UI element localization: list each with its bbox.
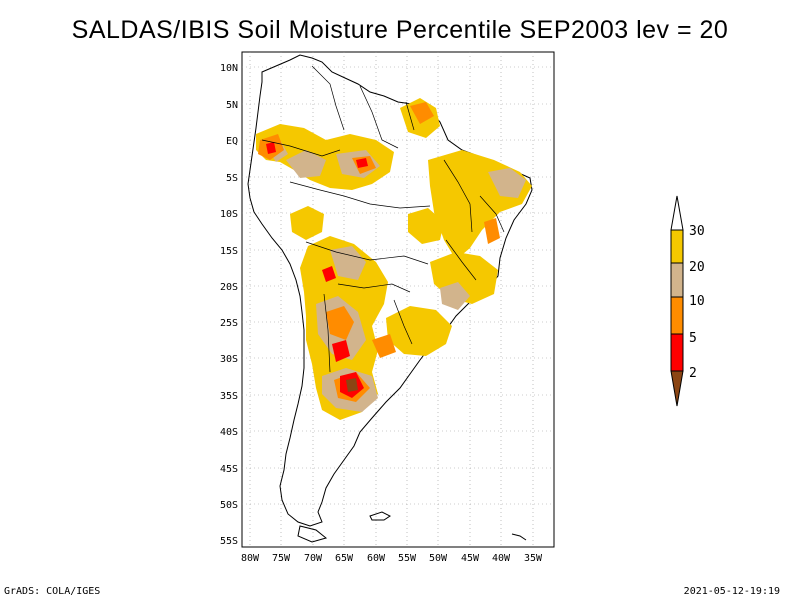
lat-label: 25S xyxy=(220,318,238,329)
moisture-patch-20-30 xyxy=(408,208,444,244)
legend-label: 5 xyxy=(689,331,697,346)
legend-colorbar xyxy=(670,195,684,407)
legend-swatch-below-2 xyxy=(670,370,684,407)
legend-labels: 30 20 10 5 2 xyxy=(689,224,705,381)
moisture-patch-10-20 xyxy=(286,150,326,178)
latitude-axis-labels: 10N 5N EQ 5S 10S 15S 20S 25S 30S 35S 40S… xyxy=(220,63,238,547)
legend-swatch-above-30 xyxy=(670,195,684,231)
lat-label: 5S xyxy=(226,173,238,184)
lon-label: 40W xyxy=(492,553,511,564)
moisture-patch-10-20 xyxy=(440,282,470,310)
falklands-island xyxy=(369,511,391,521)
lat-label: 30S xyxy=(220,354,238,365)
moisture-patch-below-2 xyxy=(346,378,358,392)
moisture-patch-10-20 xyxy=(330,246,366,280)
tierra-del-fuego xyxy=(297,525,328,543)
lon-label: 60W xyxy=(367,553,386,564)
footer-timestamp: 2021-05-12-19:19 xyxy=(683,586,780,597)
moisture-patch-5-10 xyxy=(326,306,354,340)
lat-label: 35S xyxy=(220,391,238,402)
lon-label: 35W xyxy=(524,553,543,564)
moisture-patch-2-5 xyxy=(332,340,350,362)
moisture-patch-5-10 xyxy=(484,218,500,244)
legend-swatch-2-5 xyxy=(670,333,684,372)
legend-label: 30 xyxy=(689,224,705,239)
lon-label: 80W xyxy=(241,553,260,564)
legend-swatch-10-20 xyxy=(670,262,684,298)
moisture-patch-5-10 xyxy=(372,334,396,358)
legend-swatch-5-10 xyxy=(670,296,684,335)
country-borders xyxy=(261,65,505,373)
lat-label: 5N xyxy=(226,100,238,111)
lat-label: 10S xyxy=(220,209,238,220)
legend-label: 10 xyxy=(689,294,705,309)
lat-label: 55S xyxy=(220,536,238,547)
lat-label: 20S xyxy=(220,282,238,293)
lon-label: 45W xyxy=(461,553,480,564)
lat-label: 50S xyxy=(220,500,238,511)
footer-credit: GrADS: COLA/IGES xyxy=(4,586,101,597)
lat-label: 10N xyxy=(220,63,238,74)
lat-label: EQ xyxy=(226,136,238,147)
legend-label: 2 xyxy=(689,366,697,381)
moisture-patch-20-30 xyxy=(290,206,324,240)
legend-label: 20 xyxy=(689,260,705,275)
moisture-patch-2-5 xyxy=(266,142,276,154)
lon-label: 70W xyxy=(304,553,323,564)
lon-label: 50W xyxy=(429,553,448,564)
lon-label: 65W xyxy=(335,553,354,564)
moisture-patch-10-20 xyxy=(488,168,526,198)
moisture-patch-5-10 xyxy=(410,102,434,124)
lat-label: 45S xyxy=(220,464,238,475)
lat-label: 40S xyxy=(220,427,238,438)
lat-label: 15S xyxy=(220,246,238,257)
south-georgia-island xyxy=(511,533,527,541)
longitude-axis-labels: 80W 75W 70W 65W 60W 55W 50W 45W 40W 35W xyxy=(241,553,543,564)
moisture-patch-20-30 xyxy=(386,306,452,356)
moisture-patch-2-5 xyxy=(356,158,368,168)
lon-label: 75W xyxy=(272,553,291,564)
moisture-patch-2-5 xyxy=(322,266,336,282)
map-title: SALDAS/IBIS Soil Moisture Percentile SEP… xyxy=(71,16,729,44)
legend-swatch-20-30 xyxy=(670,229,684,264)
lon-label: 55W xyxy=(398,553,417,564)
soil-moisture-field xyxy=(256,98,532,420)
